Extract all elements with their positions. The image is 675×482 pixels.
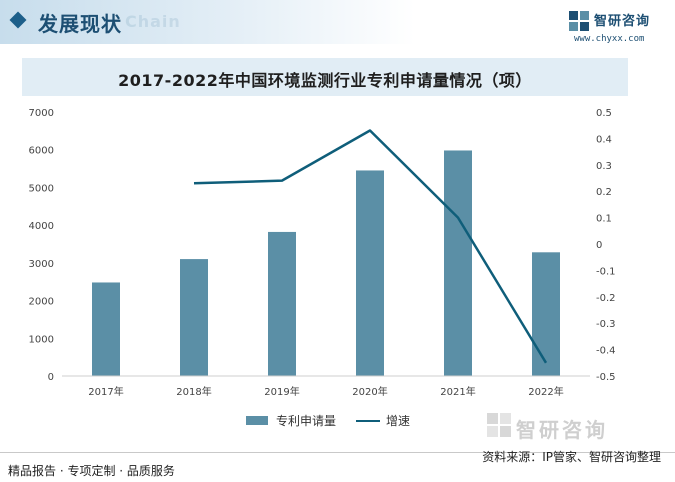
y-right-tick-label: -0.1 [596,266,616,277]
brand-name: 智研咨询 [594,14,651,29]
y-right-tick-label: 0.5 [596,108,612,119]
x-tick-label: 2019年 [264,385,299,398]
growth-line-series [193,129,548,364]
header-ghost-text: Chain [125,12,181,31]
chart-title: 2017-2022年中国环境监测行业专利申请量情况（项） [118,71,532,90]
y-right-tick-label: -0.2 [596,293,616,304]
legend-label-bar: 专利申请量 [276,414,337,428]
bar [356,170,384,376]
y-left-tick-label: 3000 [29,259,54,270]
page-title: 发展现状 [38,12,122,36]
x-tick-label: 2020年 [352,385,387,398]
x-tick-label: 2018年 [176,385,211,398]
y-left-tick-label: 7000 [29,108,54,119]
page-header: 发展现状 Chain [0,0,675,48]
bar-series [92,150,560,376]
growth-line [193,129,548,364]
brand-logo: 智研咨询 www.chyxx.com [568,8,668,48]
y-left-tick-label: 2000 [29,297,54,308]
y-left-tick-label: 1000 [29,334,54,345]
y-right-tick-label: 0.1 [596,214,612,225]
x-tick-label: 2022年 [528,385,563,398]
chart-title-box: 2017-2022年中国环境监测行业专利申请量情况（项） [22,58,628,96]
y-right-tick-label: 0.4 [596,134,612,145]
y-left-tick-label: 6000 [29,146,54,157]
y-left-tick-label: 4000 [29,221,54,232]
watermark-logo-icon [487,413,511,437]
y-left-tick-label: 5000 [29,183,54,194]
bar [92,282,120,376]
source-note: 资料来源：IP管家、智研咨询整理 [482,450,661,464]
y-right-axis: -0.5 -0.4 -0.3 -0.2 -0.1 0 0.1 0.2 0.3 0.4 0.5 [596,108,616,383]
y-left-tick-label: 0 [48,372,54,383]
y-right-tick-label: -0.3 [596,319,616,330]
bar [444,150,472,376]
y-right-tick-label: -0.4 [596,346,616,357]
bar [268,231,296,376]
header-banner [0,0,415,44]
y-left-axis: 0 1000 2000 3000 4000 5000 6000 7000 [29,108,54,383]
bar [532,252,560,376]
watermark-logo: 智研咨询 [486,412,605,442]
y-right-tick-label: -0.5 [596,372,616,383]
x-tick-label: 2021年 [440,385,475,398]
watermark-logo-text: 智研咨询 [516,418,608,442]
y-right-tick-label: 0.2 [596,187,612,198]
x-axis: 2017年 2018年 2019年 2020年 2021年 2022年 [88,385,563,398]
footer-divider [0,452,675,453]
legend-swatch-line [356,420,380,422]
legend-swatch-bar [246,416,268,425]
brand-url: www.chyxx.com [574,34,645,44]
footer-tagline: 精品报告 · 专项定制 · 品质服务 [8,464,175,478]
legend-label-line: 增速 [386,414,411,428]
brand-logo-icon [569,11,589,31]
x-tick-label: 2017年 [88,385,123,398]
y-right-tick-label: 0 [596,240,602,251]
y-right-tick-label: 0.3 [596,161,612,172]
bar [180,259,208,376]
